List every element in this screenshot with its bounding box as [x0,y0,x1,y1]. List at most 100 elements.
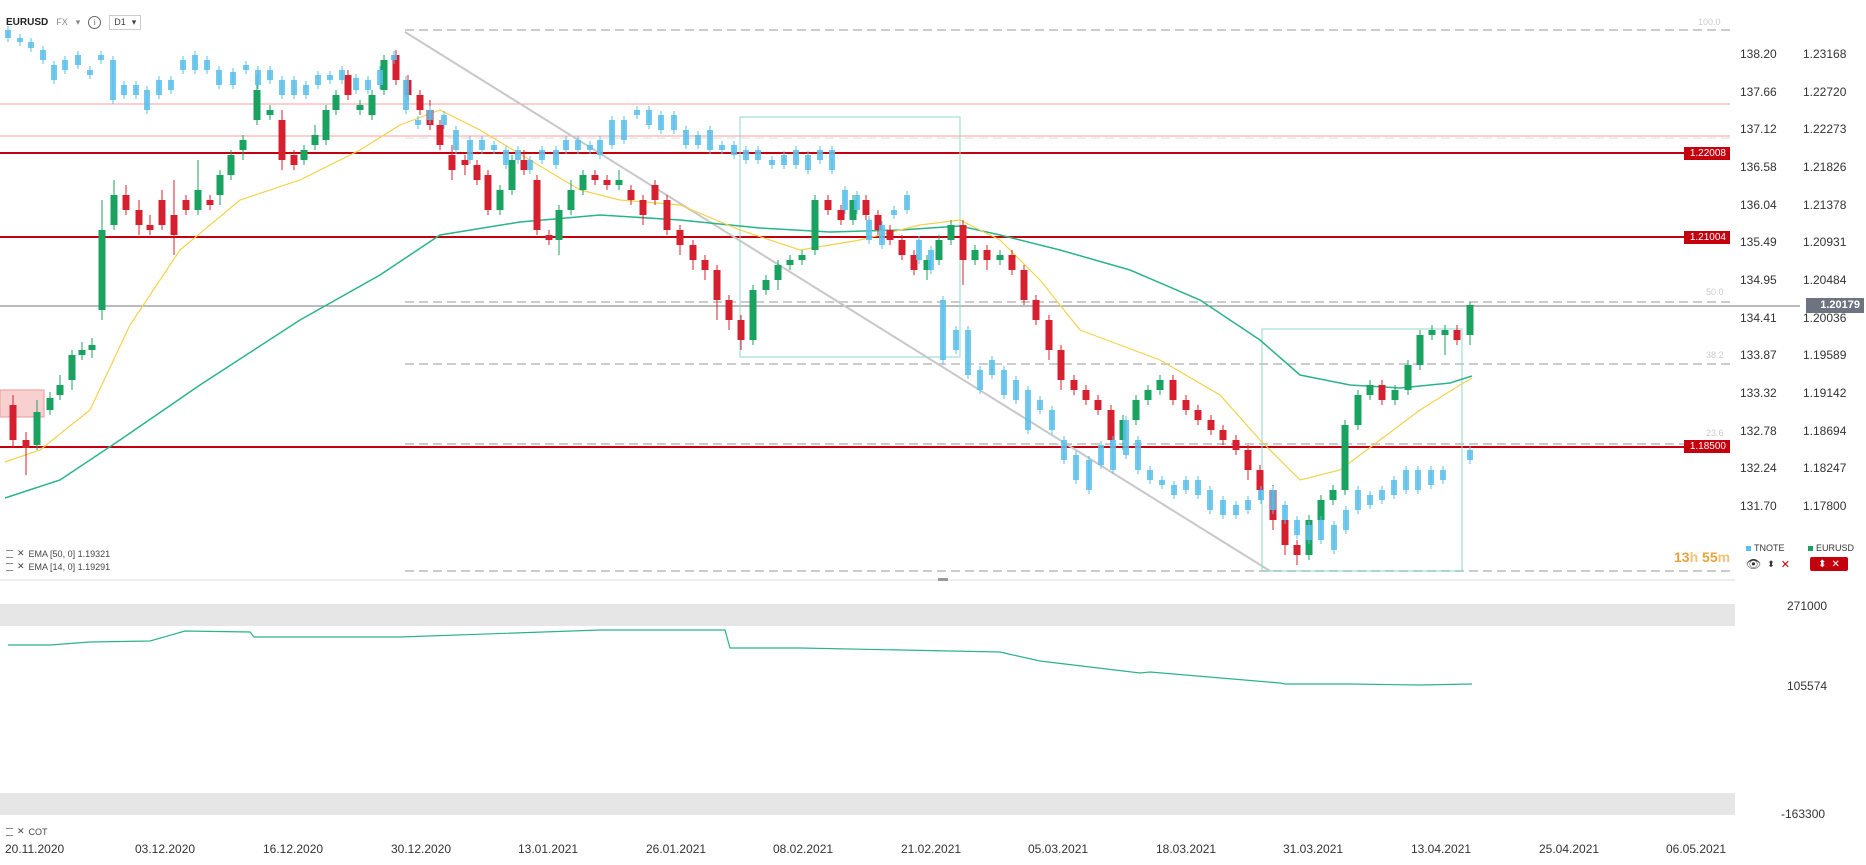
eurusd-candle [290,155,298,165]
eurusd-candle [1156,380,1164,390]
eurusd-candle [496,190,504,210]
tnote-candle [1403,470,1409,490]
tnote-candle [243,65,249,70]
dropdown-chevron-icon[interactable]: ▾ [75,16,81,27]
tnote-candle [805,155,811,170]
level-tag-1[interactable]: 1.22008 [1684,147,1730,160]
level-tag-2[interactable]: 1.21004 [1684,231,1730,244]
tnote-color-swatch [1746,545,1751,551]
close-icon[interactable]: ✕ [17,548,25,558]
eurusd-candle [1045,320,1053,350]
eurusd-tick: 1.23168 [1803,47,1847,61]
x-axis-label: 13.01.2021 [518,842,579,856]
eurusd-candle [1354,395,1362,425]
tnote-candle [904,195,910,210]
menu-icon[interactable] [6,549,13,558]
eurusd-candle [1207,420,1215,430]
eurusd-candle [1453,330,1461,340]
tnote-candle [1467,450,1473,460]
eurusd-candle [158,200,166,225]
ema50-legend[interactable]: ✕ EMA [50, 0] 1.19321 [6,548,110,559]
eurusd-candle [46,398,54,410]
eye-icon[interactable]: 👁 [1746,557,1762,571]
eurusd-candle [206,200,214,205]
tnote-candle [315,75,321,85]
eurusd-candle [1232,440,1240,450]
tnote-candle [829,150,835,170]
eurusd-candle [1020,270,1028,300]
eurusd-candle [170,215,178,235]
eurusd-candle [1032,300,1040,320]
tnote-candle [479,140,485,150]
timer-minutes: 55 [1702,549,1718,565]
eurusd-candle [322,110,330,140]
tnote-candle [1098,445,1104,465]
eurusd-tick: 1.20036 [1803,311,1847,325]
eurusd-candle [146,225,154,230]
eurusd-candle [1329,490,1337,500]
tnote-candle [1013,380,1019,400]
tnote-candle [781,155,787,165]
eurusd-candle [935,240,943,260]
eurusd-candle [713,270,721,300]
reorder-icon[interactable]: ⬍ [1767,558,1775,569]
x-axis-label: 16.12.2020 [263,842,324,856]
tnote-candle [755,150,761,160]
tnote-candle [168,80,174,90]
eurusd-candle [603,180,611,185]
eurusd-candle [1366,385,1374,395]
tnote-candle [953,330,959,350]
tnote-candle [1220,500,1226,515]
tnote-candle [597,140,603,155]
x-axis-label: 25.04.2021 [1539,842,1600,856]
tnote-candle [563,140,569,150]
close-icon[interactable]: ✕ [17,826,25,836]
eurusd-color-swatch [1808,545,1813,551]
cot-legend[interactable]: ✕ COT [6,826,48,837]
timeframe-select[interactable]: D1 ▾ [109,14,142,30]
menu-icon[interactable] [6,562,13,571]
tnote-tick: 137.66 [1740,85,1777,99]
tnote-candle [1379,490,1385,500]
tnote-candle [1355,490,1361,510]
ema14-legend[interactable]: ✕ EMA [14, 0] 1.19291 [6,561,110,572]
eurusd-series-controls[interactable]: ⬍ ✕ [1810,557,1848,571]
tnote-candle [339,70,345,80]
eurusd-candle [824,200,832,210]
close-icon[interactable]: ✕ [17,561,25,571]
eurusd-tick: 1.18247 [1803,461,1847,475]
tnote-candle [62,60,68,70]
eurusd-candle [1293,545,1301,555]
eurusd-candle [567,190,575,210]
eurusd-candle [725,300,733,320]
tnote-candle [1331,525,1337,550]
ema50-line [4,214,1473,499]
tnote-tick: 136.58 [1740,160,1777,174]
tnote-candle [587,145,593,150]
close-icon[interactable]: ✕ [1831,558,1840,570]
menu-icon[interactable] [6,827,13,836]
tnote-candle [1343,510,1349,530]
fib-label-50: 50.0 [1706,287,1724,297]
eurusd-candle [591,175,599,180]
timer-hours: 13 [1674,549,1690,565]
eurusd-candle [266,110,274,115]
symbol-name[interactable]: EURUSD [6,16,49,28]
tnote-candle [539,150,545,160]
timeframe-value: D1 [114,16,126,27]
eurusd-candle [1378,385,1386,400]
tnote-candle [1147,470,1153,480]
current-price-tag: 1.20179 [1806,298,1864,313]
reorder-icon[interactable]: ⬍ [1818,558,1827,570]
tnote-tick: 134.95 [1740,273,1777,287]
eurusd-candle [182,200,190,210]
eurusd-candle [615,180,623,185]
close-icon[interactable]: ✕ [1780,558,1790,571]
eurusd-candle [1144,390,1152,400]
info-icon[interactable]: i [88,15,102,29]
level-tag-3[interactable]: 1.18500 [1684,440,1730,453]
eurusd-candle [356,105,364,110]
tnote-candle [391,55,397,60]
tnote-candle [121,85,127,95]
